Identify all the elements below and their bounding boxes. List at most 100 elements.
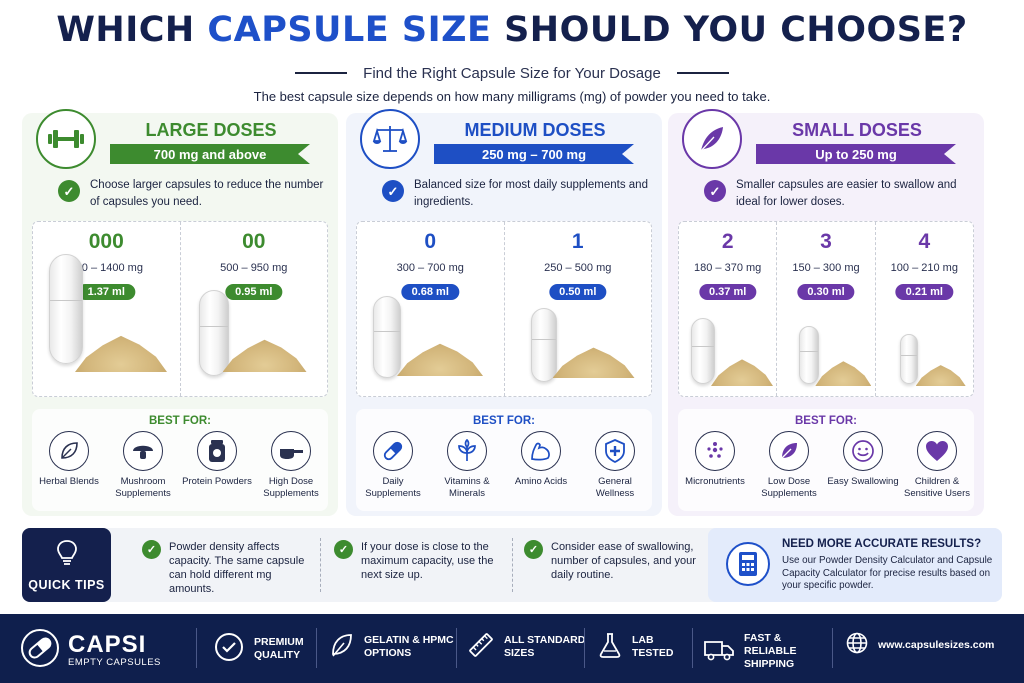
size-name: 3 xyxy=(820,230,832,253)
leaf-icon xyxy=(769,431,809,471)
calculator-text: Use our Powder Density Calculator and Ca… xyxy=(782,555,993,591)
tip-text: Powder density affects capacity. The sam… xyxy=(169,541,305,595)
calculator-title: NEED MORE ACCURATE RESULTS? xyxy=(782,538,982,550)
best-for-label: Micronutrients xyxy=(685,476,745,487)
powder-pile-image xyxy=(75,335,167,372)
footer-divider xyxy=(456,628,457,668)
best-for-title: BEST FOR: xyxy=(149,415,211,427)
quick-tips-bar: QUICK TIPS ✓ Powder density affects capa… xyxy=(22,528,1002,602)
capsule-image xyxy=(799,326,820,384)
protein-jar-icon xyxy=(197,431,237,471)
size-volume-badge: 1.37 ml xyxy=(77,284,135,300)
intro-text: The best capsule size depends on how man… xyxy=(253,89,771,104)
capsule-image xyxy=(899,334,918,384)
panel-small-doses: SMALL DOSES Up to 250 mg ✓ Smaller capsu… xyxy=(668,109,984,516)
size-range: 500 – 950 mg xyxy=(220,262,288,274)
size-range: 300 – 700 mg xyxy=(396,262,464,274)
dose-range-bar: 250 mg – 700 mg xyxy=(434,144,634,164)
calculator-icon xyxy=(726,542,770,586)
truck-icon xyxy=(704,639,734,665)
dose-range-bar: Up to 250 mg xyxy=(756,144,956,164)
panel-large-doses: LARGE DOSES 700 mg and above ✓ Choose la… xyxy=(22,109,338,516)
description-text: Smaller capsules are easier to swallow a… xyxy=(736,179,957,208)
feature-premium-quality: PREMIUM QUALITY xyxy=(214,632,314,666)
capsule-size-0: 0 300 – 700 mg 0.68 ml xyxy=(357,222,505,396)
best-for-label: Herbal Blends xyxy=(39,476,99,487)
best-for-item: Mushroom Supplements xyxy=(107,431,179,500)
panel-title: LARGE DOSES xyxy=(145,120,277,140)
best-for-label: Protein Powders xyxy=(182,476,252,487)
capsule-size-1: 1 250 – 500 mg 0.50 ml xyxy=(505,222,652,396)
panel-title: SMALL DOSES xyxy=(792,120,922,140)
best-for-label: Mushroom Supplements xyxy=(115,476,171,499)
page-title: WHICH CAPSULE SIZE SHOULD YOU CHOOSE? xyxy=(0,10,1024,50)
dots-icon xyxy=(695,431,735,471)
feature-label: LAB TESTED xyxy=(632,634,674,659)
size-volume-badge: 0.30 ml xyxy=(797,284,855,300)
size-name: 4 xyxy=(918,230,931,253)
size-volume-badge: 0.37 ml xyxy=(699,284,757,300)
capsule-image xyxy=(49,254,83,364)
check-icon: ✓ xyxy=(58,180,80,202)
panel-description: ✓ Choose larger capsules to reduce the n… xyxy=(58,177,328,211)
capsule-image xyxy=(198,290,229,376)
powder-pile-image xyxy=(222,339,307,372)
capsule-logo-icon xyxy=(20,628,60,673)
feather-icon xyxy=(682,109,742,169)
website-link[interactable]: www.capsulesizes.com xyxy=(846,632,1016,658)
panel-description: ✓ Balanced size for most daily supplemen… xyxy=(382,177,652,211)
feature-lab-tested: LAB TESTED xyxy=(598,632,694,662)
quick-tips-badge: QUICK TIPS xyxy=(22,528,111,602)
check-icon: ✓ xyxy=(382,180,404,202)
best-for-label: General Wellness xyxy=(595,476,635,499)
footer-divider xyxy=(832,628,833,668)
powder-pile-image xyxy=(552,347,635,378)
capsule-sizes: 0 300 – 700 mg 0.68 ml 1 250 – 500 mg 0.… xyxy=(356,221,652,397)
subtitle: Find the Right Capsule Size for Your Dos… xyxy=(0,64,1024,82)
best-for-label: Daily Supplements xyxy=(365,476,421,499)
best-for-label: High Dose Supplements xyxy=(263,476,319,499)
mushroom-icon xyxy=(123,431,163,471)
capsule-size-000: 000 700 – 1400 mg 1.37 ml xyxy=(33,222,181,396)
size-name: 000 xyxy=(88,230,124,253)
best-for-title: BEST FOR: xyxy=(473,415,535,427)
title-accent: CAPSULE SIZE xyxy=(207,10,492,50)
size-name: 2 xyxy=(721,230,734,253)
capsule-size-00: 00 500 – 950 mg 0.95 ml xyxy=(181,222,328,396)
feature-standard-sizes: ALL STANDARD SIZES xyxy=(468,632,588,662)
dumbbell-icon xyxy=(36,109,96,169)
muscle-arm-icon xyxy=(521,431,561,471)
description-text: Choose larger capsules to reduce the num… xyxy=(90,179,324,208)
size-volume-badge: 0.21 ml xyxy=(895,284,953,300)
check-circle-icon xyxy=(214,632,244,666)
capsule-size-4: 4 100 – 210 mg 0.21 ml xyxy=(876,222,973,396)
capsule-icon xyxy=(373,431,413,471)
best-for-label: Vitamins & Minerals xyxy=(444,476,490,499)
panel-description: ✓ Smaller capsules are easier to swallow… xyxy=(704,177,974,211)
footer-divider xyxy=(196,628,197,668)
best-for-section: BEST FOR: Micronutrients Low Dose Supple… xyxy=(678,409,974,511)
best-for-label: Easy Swallowing xyxy=(827,476,899,487)
best-for-item: Children & Sensitive Users xyxy=(901,431,973,500)
feature-label: www.capsulesizes.com xyxy=(878,638,995,651)
feature-label: GELATIN & HPMC OPTIONS xyxy=(364,634,454,659)
title-prefix: WHICH xyxy=(56,10,208,50)
calculator-callout[interactable]: NEED MORE ACCURATE RESULTS? Use our Powd… xyxy=(708,528,1002,602)
best-for-label: Children & Sensitive Users xyxy=(904,476,970,499)
best-for-label: Amino Acids xyxy=(514,476,568,487)
tip-divider xyxy=(320,538,321,592)
subtitle-rule-left xyxy=(295,72,348,75)
check-icon: ✓ xyxy=(142,540,161,559)
subtitle-rule-right xyxy=(676,72,729,75)
quick-tips-label: QUICK TIPS xyxy=(28,577,105,592)
feature-label: PREMIUM QUALITY xyxy=(254,636,304,661)
brand-logo[interactable]: CAPSI EMPTY CAPSULES xyxy=(20,628,161,673)
powder-pile-image xyxy=(711,359,773,386)
best-for-title: BEST FOR: xyxy=(795,415,857,427)
feature-fast-shipping: FAST & RELIABLE SHIPPING xyxy=(704,632,834,671)
size-range: 100 – 210 mg xyxy=(890,262,958,274)
scoop-icon xyxy=(271,431,311,471)
heart-icon xyxy=(917,431,957,471)
flask-icon xyxy=(598,632,622,662)
capsule-image xyxy=(691,318,715,384)
